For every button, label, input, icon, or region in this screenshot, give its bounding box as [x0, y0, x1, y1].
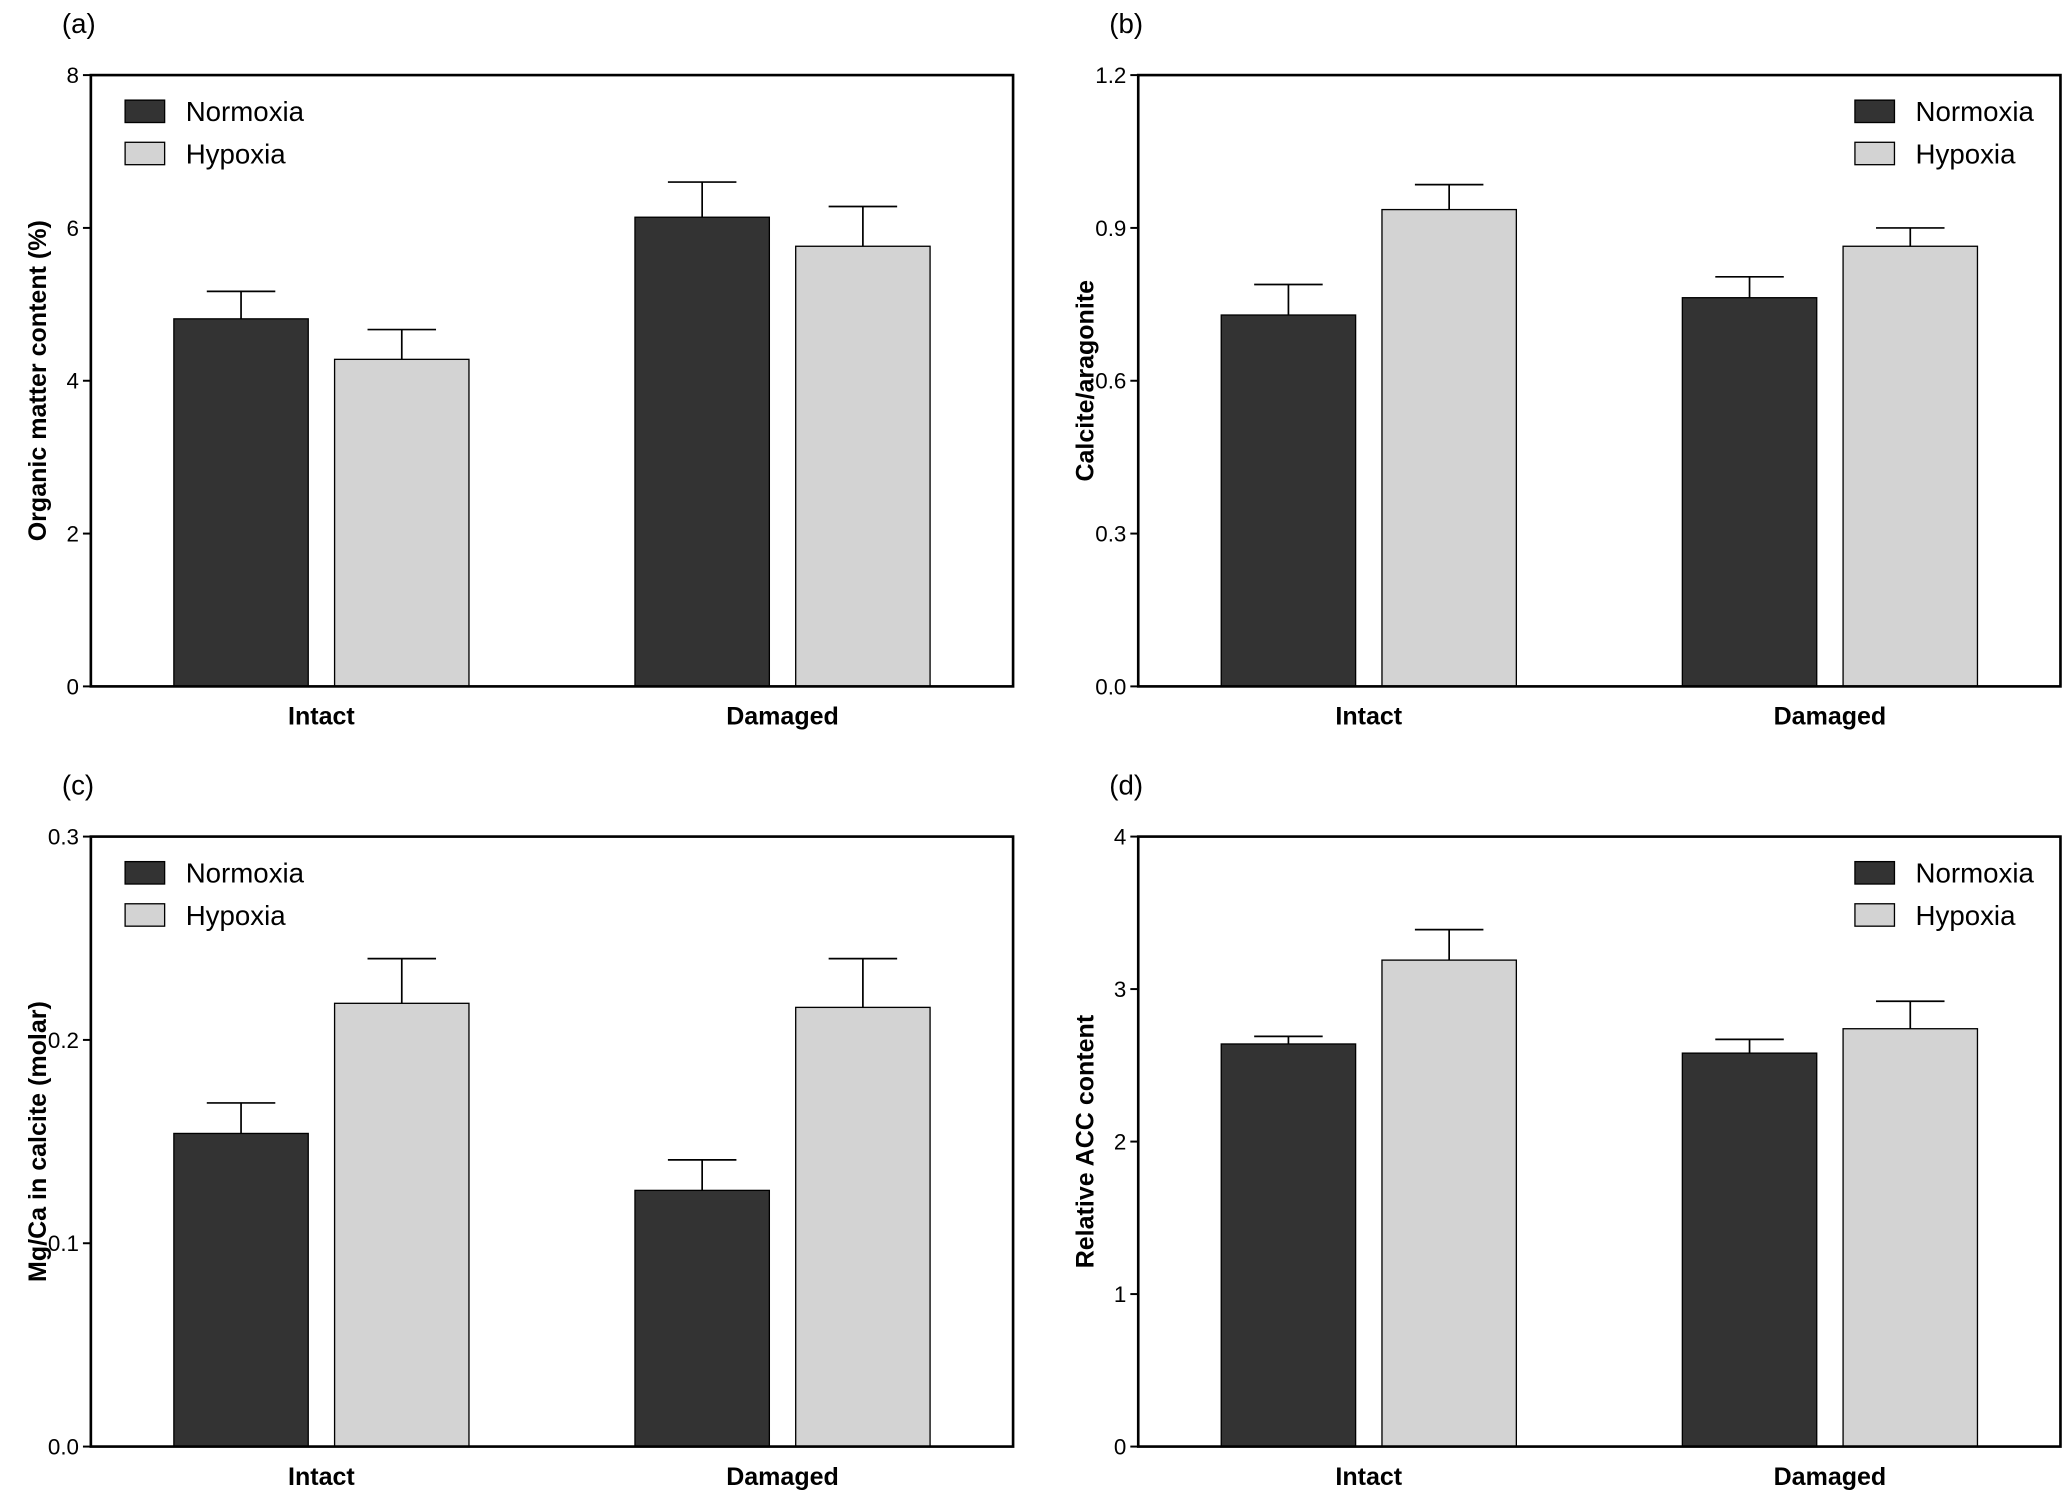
y-tick-label: 3 — [1114, 977, 1126, 1002]
y-axis-title: Organic matter content (%) — [24, 220, 52, 541]
y-tick-label: 0.3 — [48, 824, 79, 849]
legend-swatch — [124, 860, 166, 885]
bar — [1220, 1043, 1357, 1448]
bar — [634, 216, 771, 688]
panel-label: (d) — [1109, 769, 1143, 800]
y-tick-label: 1 — [1114, 1282, 1126, 1307]
y-tick-label: 1.2 — [1095, 63, 1126, 88]
plot-frame — [89, 73, 1015, 688]
bar — [1681, 297, 1818, 688]
bar — [634, 1189, 771, 1448]
y-axis-title: Mg/Ca in calcite (molar) — [24, 1001, 52, 1282]
bar — [173, 1132, 309, 1448]
panel-label: (c) — [62, 769, 94, 800]
y-tick-label: 2 — [1114, 1129, 1126, 1154]
bar — [1220, 314, 1357, 688]
y-tick-label: 0.9 — [1095, 216, 1126, 241]
panel-label: (a) — [62, 8, 96, 39]
y-tick-label: 4 — [1114, 824, 1126, 849]
bar — [795, 245, 931, 688]
bar — [1381, 959, 1518, 1448]
y-tick-label: 0.0 — [48, 1434, 79, 1459]
legend-swatch — [1854, 903, 1896, 927]
bar — [333, 1002, 470, 1448]
legend-label: Normoxia — [1916, 858, 2035, 889]
y-tick-label: 0.0 — [1095, 674, 1126, 699]
x-tick-label: Intact — [288, 1463, 355, 1491]
bar — [1681, 1052, 1818, 1448]
y-tick-label: 0.1 — [48, 1231, 79, 1256]
plot-frame — [89, 835, 1015, 1448]
legend-label: Normoxia — [186, 96, 305, 127]
legend-swatch — [124, 141, 166, 166]
legend-label: Hypoxia — [1916, 900, 2017, 931]
legend-label: Normoxia — [1916, 96, 2035, 127]
x-tick-label: Damaged — [1774, 703, 1887, 731]
bar — [333, 358, 470, 688]
y-tick-label: 0.6 — [1095, 369, 1126, 394]
legend-label: Hypoxia — [186, 138, 287, 169]
legend-label: Hypoxia — [186, 900, 287, 931]
bar — [795, 1006, 931, 1448]
y-tick-label: 4 — [67, 369, 79, 394]
legend-swatch — [1854, 860, 1896, 885]
y-tick-label: 2 — [67, 521, 79, 546]
y-axis-title: Calcite/aragonite — [1071, 280, 1099, 482]
y-tick-label: 0 — [67, 674, 79, 699]
legend-label: Hypoxia — [1916, 138, 2017, 169]
bar — [1842, 1028, 1979, 1448]
y-tick-label: 0 — [1114, 1434, 1126, 1459]
plot-frame — [1136, 835, 2062, 1448]
bar — [1842, 245, 1979, 688]
y-tick-label: 0.3 — [1095, 521, 1126, 546]
y-axis-title: Relative ACC content — [1071, 1014, 1099, 1268]
y-tick-label: 8 — [67, 63, 79, 88]
x-tick-label: Intact — [288, 703, 355, 731]
legend-swatch — [124, 99, 166, 124]
x-tick-label: Damaged — [726, 703, 839, 731]
legend-swatch — [1854, 99, 1896, 124]
panel-label: (b) — [1109, 8, 1143, 39]
x-tick-label: Damaged — [726, 1463, 839, 1491]
x-tick-label: Damaged — [1774, 1463, 1887, 1491]
y-tick-label: 6 — [67, 216, 79, 241]
x-tick-label: Intact — [1335, 1463, 1402, 1491]
bar — [173, 318, 309, 688]
legend-swatch — [1854, 141, 1896, 166]
y-tick-label: 0.2 — [48, 1028, 79, 1053]
plot-frame — [1136, 73, 2062, 688]
legend-label: Normoxia — [186, 858, 305, 889]
legend-swatch — [124, 903, 166, 927]
bar — [1381, 208, 1518, 688]
x-tick-label: Intact — [1335, 703, 1402, 731]
